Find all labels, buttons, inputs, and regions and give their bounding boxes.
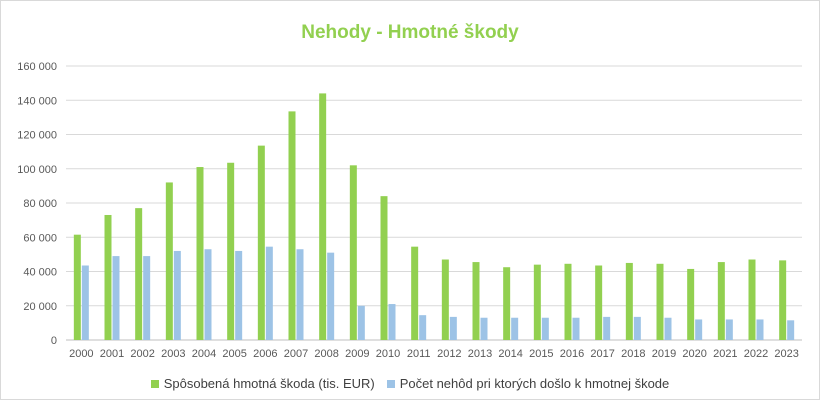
y-axis: 0 20 000 40 000 60 000 80 000 100 000 120 000 1… bbox=[17, 61, 57, 347]
y-tick-label: 100 000 bbox=[17, 164, 57, 176]
x-tick-label: 2009 bbox=[345, 348, 369, 360]
bar-accidents bbox=[81, 265, 89, 340]
bar-damage bbox=[687, 268, 695, 340]
bar-damage bbox=[73, 234, 81, 340]
x-tick-label: 2015 bbox=[529, 348, 553, 360]
x-tick-label: 2014 bbox=[498, 348, 522, 360]
bar-damage bbox=[349, 165, 357, 340]
legend-swatch-accidents bbox=[386, 379, 395, 388]
bar-damage bbox=[227, 162, 235, 340]
x-tick-label: 2002 bbox=[130, 348, 154, 360]
legend-label-damage: Spôsobená hmotná škoda (tis. EUR) bbox=[163, 376, 375, 391]
bar-damage bbox=[564, 263, 572, 340]
bar-damage bbox=[533, 264, 541, 340]
bar-accidents bbox=[572, 317, 580, 340]
bar-accidents bbox=[511, 317, 519, 340]
x-tick-label: 2019 bbox=[652, 348, 676, 360]
bar-accidents bbox=[357, 305, 365, 340]
bar-accidents bbox=[787, 320, 795, 340]
x-tick-label: 2010 bbox=[376, 348, 400, 360]
x-tick-label: 2006 bbox=[253, 348, 277, 360]
bar-accidents bbox=[327, 252, 335, 340]
bar-damage bbox=[196, 167, 204, 340]
y-tick-label: 160 000 bbox=[17, 61, 57, 73]
bar-damage bbox=[165, 182, 173, 340]
bar-accidents bbox=[480, 317, 488, 340]
y-tick-label: 60 000 bbox=[23, 232, 57, 244]
bar-accidents bbox=[204, 249, 212, 340]
y-tick-label: 40 000 bbox=[23, 267, 57, 279]
bar-accidents bbox=[112, 256, 120, 340]
bar-accidents bbox=[235, 250, 243, 340]
bar-accidents bbox=[603, 316, 611, 340]
x-tick-label: 2017 bbox=[590, 348, 614, 360]
bar-damage bbox=[104, 214, 112, 340]
legend-swatch-damage bbox=[150, 379, 159, 388]
legend-label-accidents: Počet nehôd pri ktorých došlo k hmotnej … bbox=[399, 376, 670, 391]
bar-accidents bbox=[756, 319, 764, 340]
x-tick-label: 2005 bbox=[222, 348, 246, 360]
bar-accidents bbox=[388, 304, 396, 340]
bar-accidents bbox=[725, 319, 733, 340]
bar-damage bbox=[595, 265, 603, 340]
bar-accidents bbox=[449, 316, 457, 340]
y-tick-label: 140 000 bbox=[17, 95, 57, 107]
legend: Spôsobená hmotná škoda (tis. EUR) Počet … bbox=[0, 376, 820, 391]
chart-title: Nehody - Hmotné škody bbox=[301, 22, 519, 43]
x-tick-label: 2018 bbox=[621, 348, 645, 360]
x-tick-label: 2003 bbox=[161, 348, 185, 360]
bar-damage bbox=[135, 208, 143, 340]
bar-accidents bbox=[265, 246, 273, 340]
x-tick-label: 2023 bbox=[774, 348, 798, 360]
bar-accidents bbox=[419, 315, 427, 340]
bar-damage bbox=[656, 263, 664, 340]
gridlines bbox=[66, 65, 802, 341]
x-tick-label: 2001 bbox=[100, 348, 124, 360]
bar-damage bbox=[319, 93, 327, 341]
bar-damage bbox=[411, 246, 419, 340]
bars bbox=[73, 93, 795, 341]
bar-accidents bbox=[143, 256, 151, 340]
bar-damage bbox=[779, 260, 787, 340]
bar-accidents bbox=[173, 250, 181, 340]
y-tick-label: 120 000 bbox=[17, 130, 57, 142]
x-tick-label: 2012 bbox=[437, 348, 461, 360]
x-tick-label: 2016 bbox=[560, 348, 584, 360]
bar-accidents bbox=[633, 316, 641, 340]
x-tick-label: 2007 bbox=[284, 348, 308, 360]
legend-item-accidents: Počet nehôd pri ktorých došlo k hmotnej … bbox=[386, 376, 670, 391]
bar-damage bbox=[441, 259, 449, 340]
x-tick-label: 2021 bbox=[713, 348, 737, 360]
x-tick-label: 2000 bbox=[69, 348, 93, 360]
bar-damage bbox=[625, 262, 633, 340]
x-tick-label: 2004 bbox=[192, 348, 216, 360]
bar-damage bbox=[472, 262, 480, 340]
bar-accidents bbox=[664, 317, 672, 340]
bar-accidents bbox=[296, 249, 304, 340]
y-tick-label: 0 bbox=[51, 335, 57, 347]
bar-accidents bbox=[695, 319, 703, 340]
bar-damage bbox=[257, 145, 265, 340]
legend-item-damage: Spôsobená hmotná škoda (tis. EUR) bbox=[150, 376, 375, 391]
x-tick-label: 2008 bbox=[314, 348, 338, 360]
y-tick-label: 80 000 bbox=[23, 198, 57, 210]
bar-accidents bbox=[541, 317, 549, 340]
x-tick-label: 2013 bbox=[468, 348, 492, 360]
x-tick-label: 2011 bbox=[407, 348, 431, 360]
bar-damage bbox=[503, 267, 511, 340]
y-tick-label: 20 000 bbox=[23, 301, 57, 313]
bar-damage bbox=[380, 196, 388, 340]
bar-damage bbox=[748, 259, 756, 340]
bar-damage bbox=[288, 111, 296, 340]
x-axis: 2000 2001 2002 2003 2004 2005 2006 2007 2008 2009… bbox=[69, 348, 799, 360]
x-tick-label: 2022 bbox=[744, 348, 768, 360]
bar-damage bbox=[717, 262, 725, 340]
x-tick-label: 2020 bbox=[682, 348, 706, 360]
